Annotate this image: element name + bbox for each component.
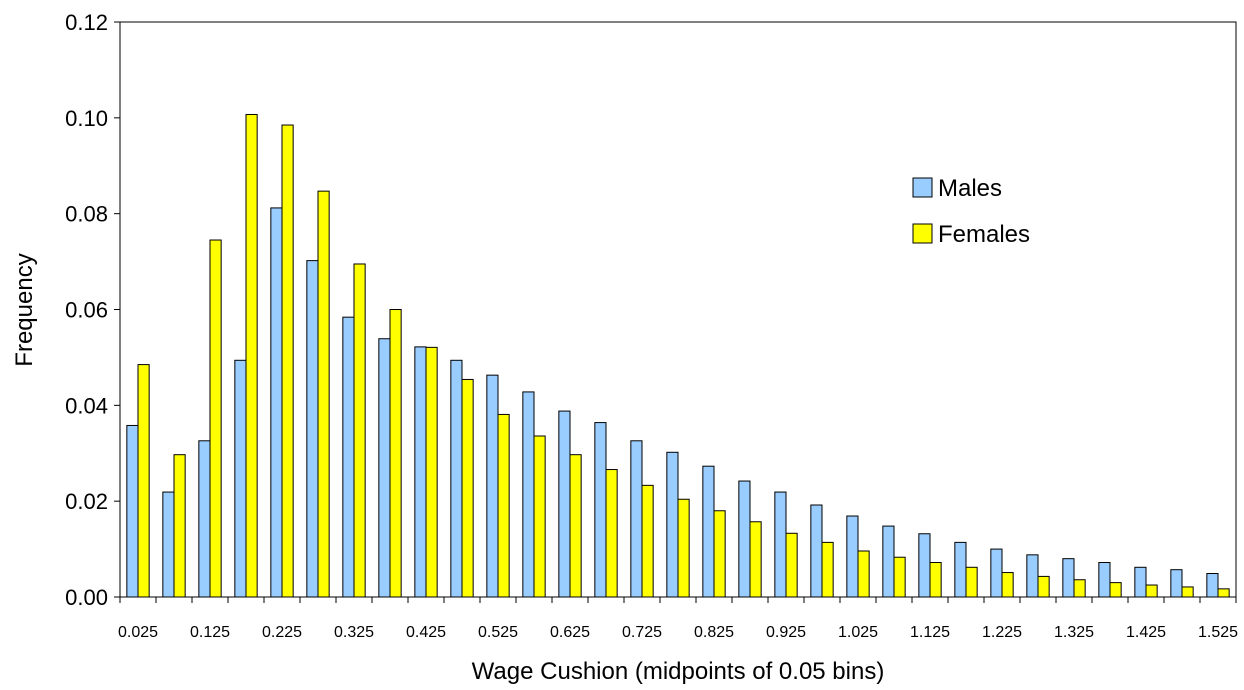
bar-females-0.775 [677, 498, 690, 598]
y-tick-label: 0.00 [65, 585, 108, 610]
x-tick-label: 0.925 [766, 624, 806, 641]
x-tick-label: 1.125 [910, 624, 950, 641]
bar-males-0.425 [414, 346, 427, 598]
bar-females-0.175 [245, 113, 258, 598]
bar-females-0.375 [389, 309, 402, 598]
bar-males-0.225 [270, 207, 283, 598]
bar-males-0.325 [342, 316, 355, 598]
bar-males-1.075 [882, 525, 895, 598]
bar-females-1.475 [1181, 586, 1194, 598]
x-tick-label: 0.725 [622, 624, 662, 641]
bar-males-0.825 [702, 465, 715, 598]
bar-females-0.925 [785, 532, 798, 598]
bar-females-0.425 [425, 346, 438, 598]
bar-females-0.075 [173, 454, 186, 598]
bar-males-1.525 [1206, 573, 1219, 598]
bar-males-1.325 [1062, 558, 1075, 598]
bar-males-1.025 [846, 515, 859, 598]
bar-males-0.375 [378, 338, 391, 598]
bar-males-0.125 [198, 440, 211, 598]
x-tick-label: 1.425 [1126, 624, 1166, 641]
x-tick-label: 0.425 [406, 624, 446, 641]
bar-males-0.025 [126, 424, 139, 598]
bar-males-1.425 [1134, 566, 1147, 598]
bar-males-1.125 [918, 533, 931, 598]
bar-females-0.675 [605, 469, 618, 598]
bar-females-0.325 [353, 263, 366, 598]
bar-males-0.625 [558, 410, 571, 598]
x-tick-label: 0.525 [478, 624, 518, 641]
bar-males-0.275 [306, 260, 319, 598]
bar-females-0.475 [461, 378, 474, 598]
x-tick-label: 0.825 [694, 624, 734, 641]
y-tick-label: 0.02 [65, 489, 108, 514]
y-axis-label: Frequency [11, 253, 38, 366]
bar-males-1.175 [954, 541, 967, 598]
bar-females-1.075 [893, 556, 906, 598]
bar-females-0.025 [137, 364, 150, 598]
bars-layer [126, 113, 1230, 598]
x-tick-label: 1.325 [1054, 624, 1094, 641]
legend-swatch-females [912, 223, 933, 244]
bar-males-0.975 [810, 504, 823, 598]
bar-males-1.475 [1170, 569, 1183, 598]
bar-females-0.825 [713, 510, 726, 598]
bar-males-0.525 [486, 374, 499, 598]
bar-females-0.525 [497, 413, 510, 598]
legend-swatch-males [912, 177, 933, 198]
bar-females-1.125 [929, 562, 942, 598]
legend-label-males: Males [938, 175, 1002, 202]
bar-females-0.875 [749, 521, 762, 598]
bar-males-0.925 [774, 491, 787, 598]
bar-females-1.275 [1037, 575, 1050, 598]
bar-females-0.575 [533, 435, 546, 598]
bar-males-0.575 [522, 391, 535, 598]
bar-females-1.325 [1073, 579, 1086, 598]
bar-males-1.275 [1026, 554, 1039, 598]
bar-males-1.375 [1098, 562, 1111, 598]
bar-females-0.625 [569, 454, 582, 598]
bar-females-1.175 [965, 566, 978, 598]
bar-females-1.025 [857, 550, 870, 598]
bar-females-0.725 [641, 484, 654, 598]
x-tick-label: 1.525 [1198, 624, 1238, 641]
bar-males-0.075 [162, 491, 175, 598]
bar-females-0.975 [821, 541, 834, 598]
y-tick-label: 0.08 [65, 202, 108, 227]
bar-males-0.675 [594, 422, 607, 598]
x-axis: 0.025 0.125 0.225 0.325 0.425 0.525 0.625 0.725… [118, 597, 1238, 641]
legend-label-females: Females [938, 221, 1030, 248]
bar-males-0.175 [234, 359, 247, 598]
x-tick-label: 0.225 [262, 624, 302, 641]
bar-females-1.225 [1001, 572, 1014, 598]
x-tick-label: 0.125 [190, 624, 230, 641]
bar-males-0.775 [666, 451, 679, 598]
y-tick-label: 0.12 [65, 10, 108, 35]
bar-females-1.525 [1217, 588, 1230, 598]
bar-females-0.275 [317, 190, 330, 598]
x-tick-label: 1.225 [982, 624, 1022, 641]
x-tick-label: 0.625 [550, 624, 590, 641]
x-axis-label: Wage Cushion (midpoints of 0.05 bins) [472, 658, 885, 685]
y-tick-label: 0.04 [65, 393, 108, 418]
x-tick-label: 0.025 [118, 624, 158, 641]
x-tick-label: 1.025 [838, 624, 878, 641]
bar-males-0.875 [738, 480, 751, 598]
legend: Males Females [912, 175, 1030, 248]
bar-females-0.225 [281, 124, 294, 598]
bar-males-0.725 [630, 440, 643, 598]
bar-females-0.125 [209, 239, 222, 598]
bar-females-1.425 [1145, 584, 1158, 598]
y-axis: 0.00 0.02 0.04 0.06 0.08 0.10 0.12 [65, 10, 120, 610]
bar-males-1.225 [990, 548, 1003, 598]
y-tick-label: 0.06 [65, 298, 108, 323]
bar-males-0.475 [450, 359, 463, 598]
bar-females-1.375 [1109, 582, 1122, 598]
y-tick-label: 0.10 [65, 106, 108, 131]
x-tick-label: 0.325 [334, 624, 374, 641]
